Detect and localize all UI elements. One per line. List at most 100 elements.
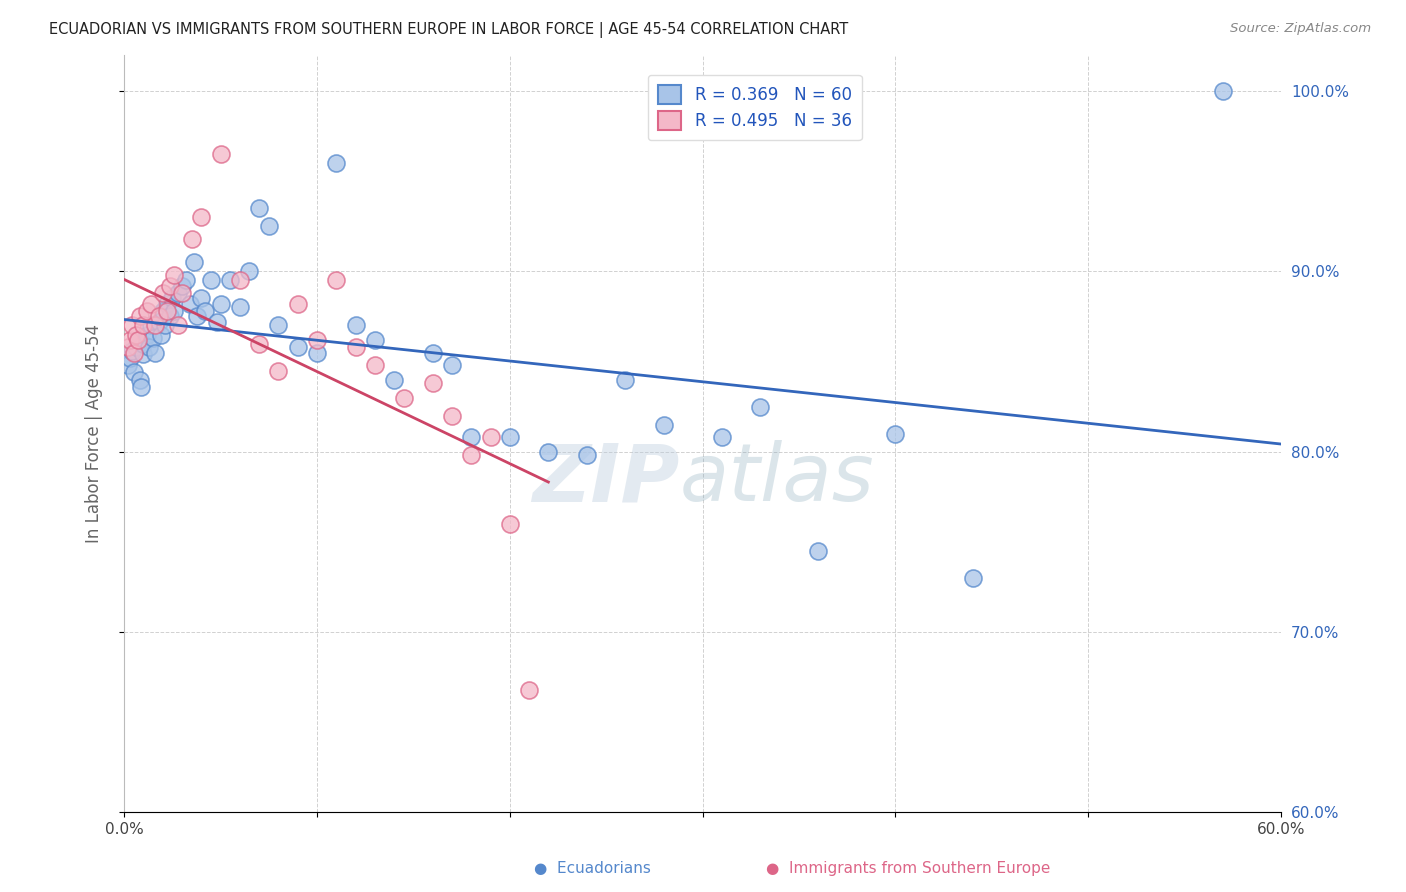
Point [159,310,181,324]
Point [174,273,197,287]
Point [287,340,309,354]
Point [136,327,159,342]
Text: ECUADORIAN VS IMMIGRANTS FROM SOUTHERN EUROPE IN LABOR FORCE | AGE 45-54 CORRELA: ECUADORIAN VS IMMIGRANTS FROM SOUTHERN E… [49,22,848,38]
Point [132,318,155,333]
Point [247,336,270,351]
Point [190,211,212,225]
Point [238,264,260,278]
Point [614,373,637,387]
Point [143,318,166,333]
Text: ●  Immigrants from Southern Europe: ● Immigrants from Southern Europe [766,861,1050,876]
Point [229,301,252,315]
Point [159,278,181,293]
Point [305,345,328,359]
Point [200,273,222,287]
Point [152,286,174,301]
Point [499,430,522,444]
Point [267,318,290,333]
Point [136,304,159,318]
Point [125,327,148,342]
Point [209,147,232,161]
Point [125,340,148,354]
Point [148,315,170,329]
Point [479,430,502,444]
Point [440,409,463,423]
Point [710,430,733,444]
Text: atlas: atlas [679,440,875,518]
Point [170,286,193,301]
Point [127,333,149,347]
Point [143,345,166,359]
Point [122,345,145,359]
Point [537,444,560,458]
Point [167,318,190,333]
Point [139,297,162,311]
Point [179,297,201,311]
Point [194,304,217,318]
Point [440,358,463,372]
Point [257,219,280,234]
Point [132,347,155,361]
Point [153,318,176,333]
Point [128,310,150,324]
Point [267,363,290,377]
Point [128,373,150,387]
Point [142,331,165,345]
Point [118,333,141,347]
Point [344,340,367,354]
Point [131,380,153,394]
Point [1212,84,1234,98]
Point [305,333,328,347]
Point [575,448,598,462]
Point [122,365,145,379]
Point [155,304,177,318]
Point [190,292,212,306]
Point [325,156,347,170]
Point [121,343,143,358]
Point [117,358,139,372]
Point [749,400,772,414]
Point [139,318,162,333]
Point [118,351,141,365]
Point [460,448,482,462]
Point [962,571,984,585]
Point [132,336,155,351]
Text: ZIP: ZIP [531,440,679,518]
Point [652,417,675,432]
Point [170,278,193,293]
Point [180,232,202,246]
Point [117,340,139,354]
Point [183,255,205,269]
Point [460,430,482,444]
Point [121,318,143,333]
Point [148,310,170,324]
Point [392,391,415,405]
Text: ●  Ecuadorians: ● Ecuadorians [534,861,651,876]
Legend: R = 0.369   N = 60, R = 0.495   N = 36: R = 0.369 N = 60, R = 0.495 N = 36 [648,75,862,140]
Point [807,543,830,558]
Point [499,516,522,531]
Point [325,273,347,287]
Text: Source: ZipAtlas.com: Source: ZipAtlas.com [1230,22,1371,36]
Point [127,333,149,347]
Point [229,273,252,287]
Point [344,318,367,333]
Point [364,333,387,347]
Point [163,304,186,318]
Point [422,376,444,391]
Y-axis label: In Labor Force | Age 45-54: In Labor Force | Age 45-54 [86,324,103,543]
Point [186,310,208,324]
Point [155,297,177,311]
Point [162,292,184,306]
Point [382,373,405,387]
Point [884,426,907,441]
Point [287,297,309,311]
Point [167,286,190,301]
Point [163,268,186,282]
Point [219,273,242,287]
Point [138,340,160,354]
Point [149,327,172,342]
Point [205,315,228,329]
Point [422,345,444,359]
Point [364,358,387,372]
